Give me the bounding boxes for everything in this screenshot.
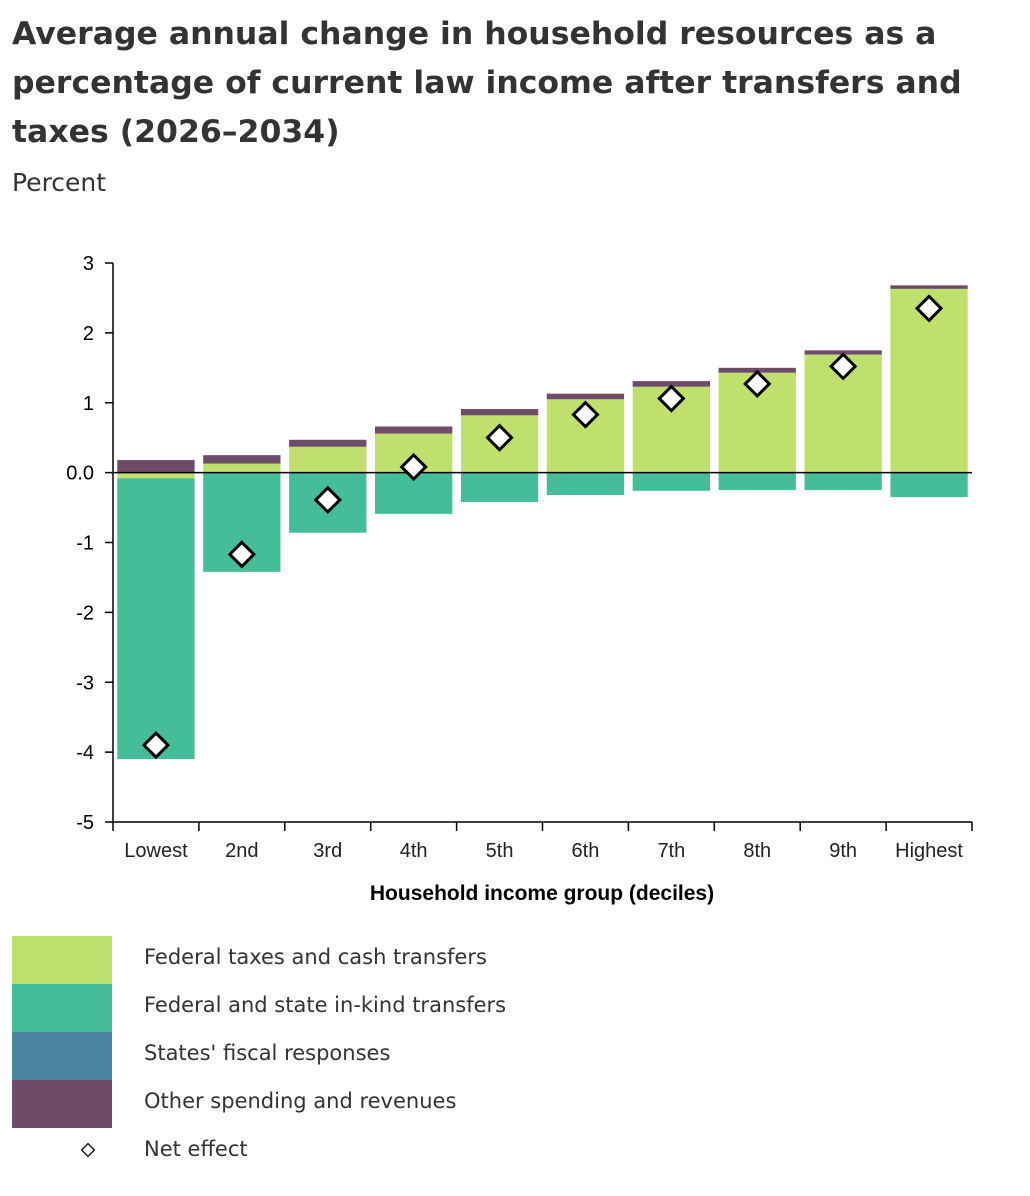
net-effect-marker [313, 485, 342, 515]
bar-segment-other-spending [460, 409, 539, 416]
y-tick-label: 3 [83, 253, 94, 275]
legend-label: Federal and state in-kind transfers [144, 993, 507, 1017]
x-axis-title: Household income group (deciles) [370, 882, 714, 905]
chart-area: 3 2 1 0.0 -1 -2 -3 -4 -5 Lowest 2nd 3rd 4th 5th 6th 7t… [66, 253, 973, 905]
legend-item: Net effect [12, 1128, 712, 1176]
legend-item: Federal and state in-kind transfers [12, 984, 712, 1032]
x-tick-label: Lowest [124, 840, 188, 862]
bar-segment-federal-taxes [203, 463, 281, 473]
bar-segment-in-kind-transfers [546, 472, 625, 495]
x-tick-label: 9th [829, 840, 857, 862]
x-tick-label: 5th [486, 840, 514, 862]
y-tick-label: 2 [83, 323, 94, 345]
x-tick-label: 3rd [313, 840, 342, 862]
diamond-icon [80, 1142, 96, 1158]
legend-item: States' fiscal responses [12, 1032, 712, 1080]
bar-segment-in-kind-transfers [804, 472, 882, 491]
net-effect-marker [829, 352, 858, 381]
y-tick-label: -5 [76, 812, 94, 834]
net-effect-markers [141, 294, 944, 760]
bar-segment-other-spending [632, 381, 711, 387]
bar-segment-in-kind-transfers [117, 478, 195, 760]
bar-segment-in-kind-transfers [890, 472, 968, 498]
x-tick-label: 8th [743, 840, 771, 862]
bar-segment-other-spending [117, 460, 195, 473]
bar-segment-other-spending [890, 285, 968, 289]
y-tick-label: -3 [76, 672, 94, 694]
x-tick-label: 6th [572, 840, 600, 862]
bar-segment-in-kind-transfers [460, 472, 539, 502]
net-effect-marker [485, 423, 514, 452]
y-tick-label: -2 [76, 602, 94, 624]
legend-swatch-federal-taxes [12, 936, 112, 984]
y-tick-label: 0.0 [66, 463, 94, 485]
legend-swatch-states-fiscal [12, 1032, 112, 1080]
legend-item: Federal taxes and cash transfers [12, 936, 712, 984]
legend-swatch-other-spending [12, 1080, 112, 1128]
bar-segment-federal-taxes [117, 472, 195, 479]
legend-label: Net effect [144, 1137, 248, 1161]
bar-segment-federal-taxes [289, 446, 367, 473]
bar-segment-other-spending [375, 426, 453, 434]
bar-segment-other-spending [546, 393, 625, 400]
legend-label: States' fiscal responses [144, 1041, 391, 1065]
bar-segment-other-spending [289, 439, 367, 447]
legend-label: Federal taxes and cash transfers [144, 945, 487, 969]
x-tick-label: 4th [400, 840, 428, 862]
net-effect-marker [914, 294, 944, 323]
y-tick-label: 1 [83, 393, 94, 415]
x-axis: Lowest 2nd 3rd 4th 5th 6th 7th 8th 9th Highest [112, 822, 973, 862]
bar-segment-other-spending [203, 455, 281, 464]
x-tick-label: 2nd [225, 840, 258, 862]
net-effect-marker [399, 452, 428, 482]
bar-segment-in-kind-transfers [718, 472, 796, 491]
y-axis: 3 2 1 0.0 -1 -2 -3 -4 -5 [66, 253, 113, 834]
net-effect-marker [743, 369, 772, 399]
bar-segment-in-kind-transfers [632, 472, 711, 491]
y-tick-label: -1 [76, 533, 94, 555]
legend-swatch-in-kind-transfers [12, 984, 112, 1032]
x-tick-label: Highest [895, 840, 963, 862]
legend-label: Other spending and revenues [144, 1089, 457, 1113]
net-effect-marker [227, 540, 256, 569]
y-tick-label: -4 [76, 742, 94, 764]
legend-item: Other spending and revenues [12, 1080, 712, 1128]
net-effect-marker [141, 730, 171, 760]
chart-subtitle: Percent [12, 168, 107, 197]
legend: Federal taxes and cash transfers Federal… [12, 936, 712, 1176]
x-tick-label: 7th [657, 840, 685, 862]
net-effect-marker [571, 400, 600, 429]
net-effect-marker [657, 384, 686, 413]
chart-title: Average annual change in household resou… [12, 16, 962, 150]
